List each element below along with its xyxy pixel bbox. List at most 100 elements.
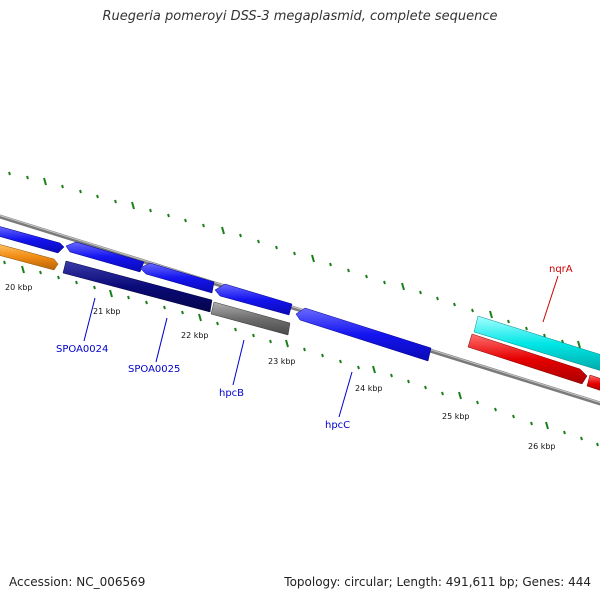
tick-mark bbox=[275, 245, 278, 250]
scale-tick bbox=[390, 373, 393, 378]
forward-strand-genes bbox=[0, 226, 600, 372]
gene-arrow-red[interactable] bbox=[586, 374, 600, 392]
tick-mark bbox=[419, 290, 422, 295]
scale-tick bbox=[441, 391, 444, 396]
leader-line-nqra bbox=[542, 275, 559, 323]
map-title: Ruegeria pomeroyi DSS-3 megaplasmid, com… bbox=[102, 9, 498, 24]
scale-tick bbox=[545, 421, 549, 430]
scale-tick bbox=[269, 339, 272, 344]
tick-mark bbox=[293, 251, 296, 256]
tick-mark bbox=[401, 282, 405, 291]
gene-label-hpcc[interactable]: hpcC bbox=[325, 420, 350, 431]
genome-summary-text: Topology: circular; Length: 491,611 bp; … bbox=[284, 575, 591, 589]
scale-tick bbox=[181, 310, 184, 315]
tick-mark bbox=[311, 254, 315, 263]
scale-tick bbox=[216, 321, 219, 326]
scale-tick bbox=[163, 305, 166, 310]
gene-label-nqra[interactable]: nqrA bbox=[549, 264, 573, 275]
gene-arrow-blue[interactable] bbox=[0, 226, 65, 254]
tick-mark bbox=[221, 226, 225, 235]
tick-mark bbox=[184, 218, 187, 223]
tick-mark bbox=[149, 208, 152, 213]
gene-label-spoa0024[interactable]: SPOA0024 bbox=[56, 344, 108, 355]
scale-tick bbox=[494, 407, 497, 412]
scale-tick bbox=[321, 353, 324, 358]
kbp-label: 23 kbp bbox=[268, 357, 296, 366]
tick-mark bbox=[114, 199, 117, 204]
tick-mark bbox=[543, 333, 546, 338]
scale-tick bbox=[234, 327, 237, 332]
outer-tick-ring bbox=[8, 171, 581, 349]
tick-mark bbox=[61, 184, 64, 189]
reverse-strand-genes bbox=[0, 244, 600, 392]
tick-mark bbox=[453, 302, 456, 307]
leader-line-hpcc bbox=[338, 371, 353, 418]
kbp-label: 21 kbp bbox=[93, 307, 121, 316]
gene-arrow-red[interactable] bbox=[467, 333, 588, 385]
kbp-label: 20 kbp bbox=[5, 283, 33, 292]
scale-tick bbox=[407, 379, 410, 384]
kbp-scale-labels: 20 kbp 21 kbp 22 kbp 23 kbp 24 kbp 25 kb… bbox=[5, 283, 556, 451]
tick-mark bbox=[347, 268, 350, 273]
scale-tick bbox=[109, 289, 113, 298]
scale-tick bbox=[39, 270, 42, 275]
tick-mark bbox=[383, 280, 386, 285]
scale-tick bbox=[339, 359, 342, 364]
gene-label-leaders bbox=[83, 275, 559, 418]
leader-line-spoa0024 bbox=[83, 297, 96, 342]
kbp-label: 22 kbp bbox=[181, 331, 209, 340]
gene-arrow-hpcb[interactable] bbox=[214, 283, 293, 316]
kbp-label: 26 kbp bbox=[528, 442, 556, 451]
genome-backbone-highlight bbox=[0, 215, 600, 403]
scale-tick bbox=[198, 313, 202, 322]
tick-mark bbox=[131, 201, 135, 210]
scale-tick bbox=[563, 430, 566, 435]
scale-tick bbox=[512, 414, 515, 419]
tick-mark bbox=[577, 340, 581, 349]
scale-tick bbox=[127, 295, 130, 300]
scale-tick bbox=[580, 436, 583, 441]
gene-arrow-grey[interactable] bbox=[210, 301, 291, 336]
tick-mark bbox=[167, 213, 170, 218]
scale-tick bbox=[372, 365, 376, 374]
gene-labels: SPOA0024 SPOA0025 hpcB hpcC nqrA bbox=[56, 264, 573, 431]
scale-tick bbox=[424, 385, 427, 390]
tick-mark bbox=[257, 239, 260, 244]
tick-mark bbox=[43, 177, 47, 186]
gene-label-spoa0025[interactable]: SPOA0025 bbox=[128, 364, 180, 375]
tick-mark bbox=[525, 326, 528, 331]
kbp-label: 25 kbp bbox=[442, 412, 470, 421]
leader-line-spoa0025 bbox=[155, 317, 168, 363]
tick-mark bbox=[8, 171, 11, 176]
scale-tick bbox=[3, 260, 6, 265]
scale-tick bbox=[75, 280, 78, 285]
gene-arrow-nqra[interactable] bbox=[473, 315, 600, 372]
tick-mark bbox=[507, 319, 510, 324]
tick-mark bbox=[202, 223, 205, 228]
gene-label-hpcb[interactable]: hpcB bbox=[219, 388, 244, 399]
gene-arrow-blue[interactable] bbox=[65, 241, 145, 273]
kbp-label: 24 kbp bbox=[355, 384, 383, 393]
gene-arrow-spoa0025[interactable] bbox=[62, 260, 213, 313]
scale-tick bbox=[303, 347, 306, 352]
tick-mark bbox=[471, 308, 474, 313]
tick-mark bbox=[365, 274, 368, 279]
scale-tick bbox=[145, 300, 148, 305]
scale-tick bbox=[21, 265, 25, 274]
genome-backbone bbox=[0, 214, 600, 406]
scale-tick bbox=[93, 285, 96, 290]
accession-text: Accession: NC_006569 bbox=[9, 575, 146, 589]
tick-mark bbox=[239, 233, 242, 238]
gene-arrow-blue[interactable] bbox=[139, 262, 215, 294]
gene-arrow-hpcc[interactable] bbox=[295, 307, 432, 362]
inner-scale-ring bbox=[3, 260, 599, 447]
scale-tick bbox=[596, 442, 599, 447]
gene-arrow-orange[interactable] bbox=[0, 244, 59, 271]
tick-mark bbox=[79, 189, 82, 194]
scale-tick bbox=[357, 365, 360, 370]
scale-tick bbox=[57, 275, 60, 280]
tick-mark bbox=[329, 262, 332, 267]
tick-mark bbox=[26, 175, 29, 180]
